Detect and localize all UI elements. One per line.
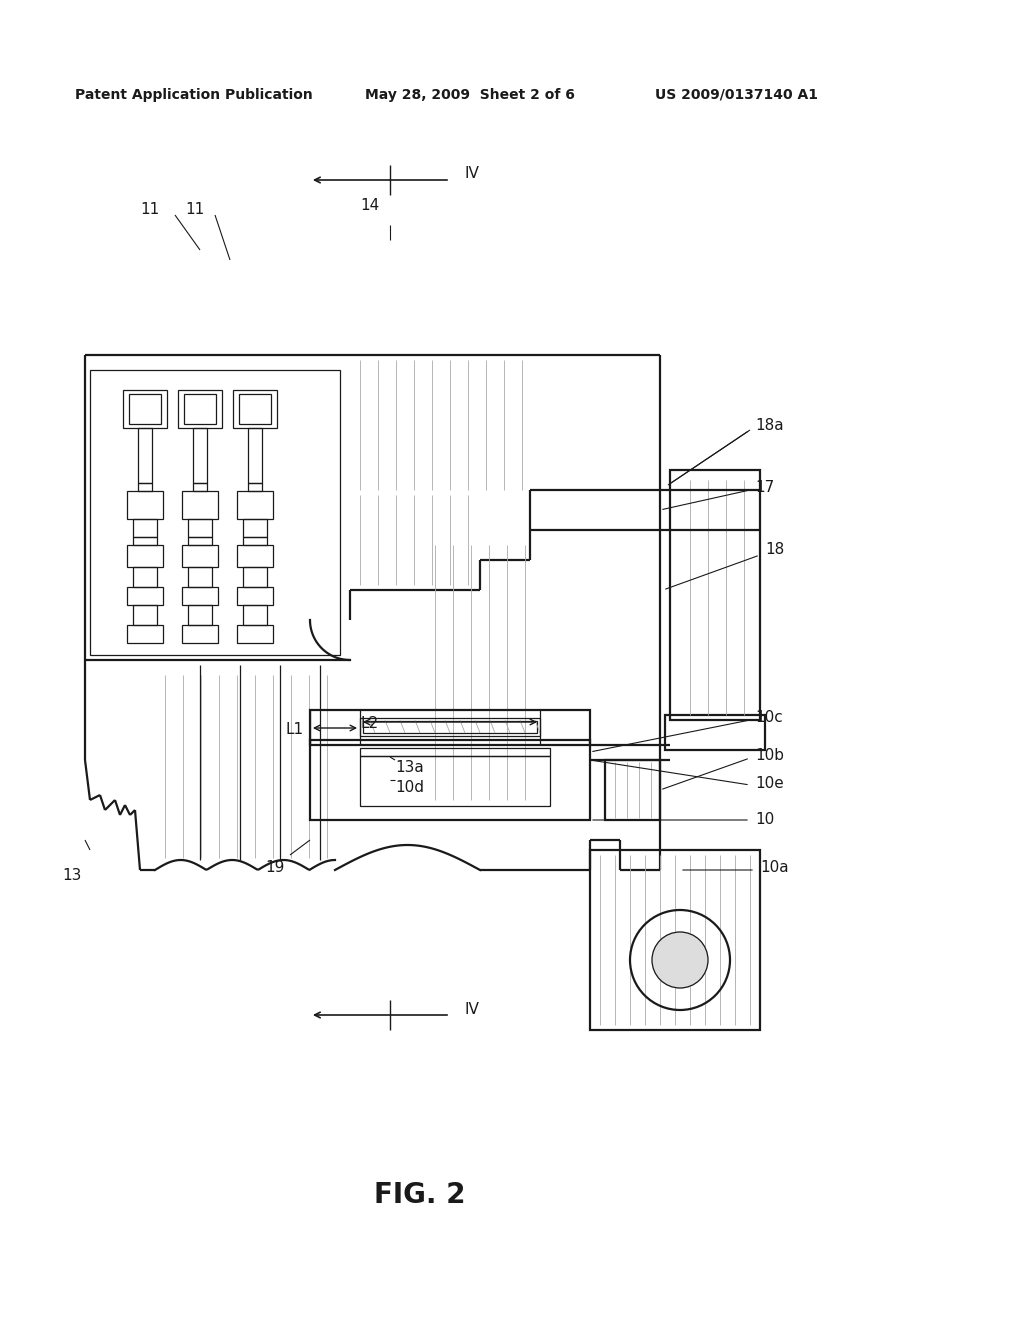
Text: 13: 13 [62, 867, 81, 883]
Bar [233, 389, 278, 428]
Bar [182, 491, 218, 519]
Bar [310, 741, 590, 820]
Text: FIG. 2: FIG. 2 [374, 1181, 466, 1209]
Text: 18a: 18a [755, 417, 783, 433]
Bar [133, 537, 157, 545]
Text: Patent Application Publication: Patent Application Publication [75, 88, 312, 102]
Bar [239, 393, 271, 424]
Text: 13a: 13a [395, 760, 424, 776]
Bar [127, 624, 163, 643]
Bar [243, 605, 267, 624]
Text: L2: L2 [360, 717, 379, 731]
Text: L1: L1 [286, 722, 304, 738]
Text: 11: 11 [140, 202, 160, 218]
Text: 10a: 10a [760, 861, 788, 875]
Text: 11: 11 [185, 202, 205, 218]
Bar [248, 483, 262, 491]
Text: 18: 18 [765, 543, 784, 557]
Text: 10e: 10e [755, 776, 783, 791]
Bar [193, 483, 207, 491]
Text: 14: 14 [360, 198, 380, 213]
Bar [182, 624, 218, 643]
Bar [248, 428, 262, 483]
Bar [138, 483, 152, 491]
Text: 19: 19 [265, 861, 285, 875]
Bar [360, 748, 550, 756]
Text: US 2009/0137140 A1: US 2009/0137140 A1 [655, 88, 818, 102]
Bar [182, 545, 218, 568]
Bar [362, 721, 537, 733]
Text: 17: 17 [755, 480, 774, 495]
Bar [182, 587, 218, 605]
Bar [243, 568, 267, 587]
Bar [184, 393, 216, 424]
Bar [670, 470, 760, 719]
Bar [133, 605, 157, 624]
Bar [193, 428, 207, 483]
Bar [178, 389, 222, 428]
Bar [188, 605, 212, 624]
Text: IV: IV [465, 1002, 480, 1018]
Bar [360, 756, 550, 807]
Bar [665, 715, 765, 750]
Bar [605, 760, 660, 820]
Bar [188, 537, 212, 545]
Text: 10d: 10d [395, 780, 424, 796]
Bar [133, 519, 157, 537]
Bar [127, 587, 163, 605]
Bar [127, 491, 163, 519]
Bar [127, 545, 163, 568]
Text: May 28, 2009  Sheet 2 of 6: May 28, 2009 Sheet 2 of 6 [365, 88, 574, 102]
Text: 10b: 10b [755, 747, 784, 763]
Bar [188, 519, 212, 537]
Text: IV: IV [465, 165, 480, 181]
Bar [237, 624, 273, 643]
Bar [360, 718, 540, 737]
Bar [237, 491, 273, 519]
Bar [133, 568, 157, 587]
Bar [237, 587, 273, 605]
Text: 10: 10 [755, 813, 774, 828]
Bar [243, 519, 267, 537]
Bar [90, 370, 340, 655]
Bar [138, 428, 152, 483]
Bar [237, 545, 273, 568]
Bar [590, 850, 760, 1030]
Bar [243, 537, 267, 545]
Text: 10c: 10c [755, 710, 782, 726]
Circle shape [652, 932, 708, 987]
Bar [310, 710, 590, 744]
Bar [129, 393, 161, 424]
Bar [188, 568, 212, 587]
Bar [123, 389, 167, 428]
